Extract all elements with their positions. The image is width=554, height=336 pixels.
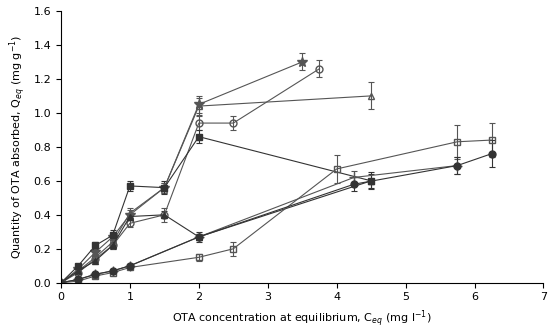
Y-axis label: Quantity of OTA absorbed, Q$_{eq}$ (mg g$^{-1}$): Quantity of OTA absorbed, Q$_{eq}$ (mg g… [7,35,28,259]
X-axis label: OTA concentration at equilibrium, C$_{eq}$ (mg l$^{-1}$): OTA concentration at equilibrium, C$_{eq… [172,308,432,329]
